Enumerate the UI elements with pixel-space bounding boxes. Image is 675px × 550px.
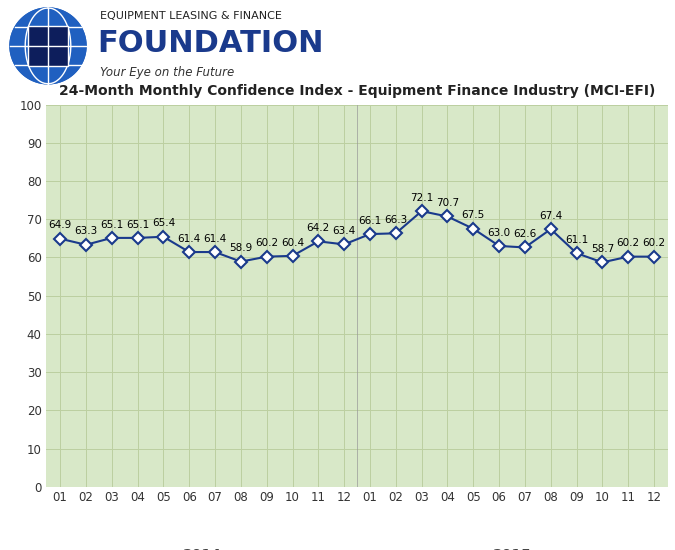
- Text: 70.7: 70.7: [436, 198, 459, 208]
- Text: 60.2: 60.2: [617, 238, 640, 248]
- Text: Your Eye on the Future: Your Eye on the Future: [100, 67, 234, 79]
- Text: 72.1: 72.1: [410, 193, 433, 203]
- Text: 61.1: 61.1: [565, 235, 588, 245]
- Polygon shape: [10, 8, 86, 84]
- Text: 67.5: 67.5: [462, 211, 485, 221]
- Text: 2014: 2014: [183, 548, 221, 550]
- Text: 67.4: 67.4: [539, 211, 562, 221]
- Polygon shape: [28, 26, 68, 65]
- Text: 63.3: 63.3: [74, 227, 98, 236]
- Text: 60.2: 60.2: [643, 238, 666, 248]
- Text: 58.9: 58.9: [230, 243, 252, 253]
- Text: 66.3: 66.3: [384, 215, 408, 225]
- Text: 61.4: 61.4: [203, 234, 227, 244]
- Title: 24-Month Monthly Confidence Index - Equipment Finance Industry (MCI-EFI): 24-Month Monthly Confidence Index - Equi…: [59, 84, 655, 98]
- Text: EQUIPMENT LEASING & FINANCE: EQUIPMENT LEASING & FINANCE: [100, 11, 282, 21]
- Text: 58.7: 58.7: [591, 244, 614, 254]
- Text: 64.9: 64.9: [49, 221, 72, 230]
- Text: 63.0: 63.0: [487, 228, 511, 238]
- Text: 63.4: 63.4: [333, 226, 356, 236]
- Text: 61.4: 61.4: [178, 234, 201, 244]
- Text: 62.6: 62.6: [513, 229, 537, 239]
- Text: 64.2: 64.2: [306, 223, 330, 233]
- Text: 60.4: 60.4: [281, 238, 304, 248]
- Text: 66.1: 66.1: [358, 216, 381, 225]
- Text: FOUNDATION: FOUNDATION: [97, 29, 323, 58]
- Text: 60.2: 60.2: [255, 238, 278, 248]
- Text: 65.1: 65.1: [126, 219, 149, 229]
- Text: 65.1: 65.1: [100, 219, 124, 229]
- Text: 65.4: 65.4: [152, 218, 175, 228]
- Text: 2015: 2015: [493, 548, 531, 550]
